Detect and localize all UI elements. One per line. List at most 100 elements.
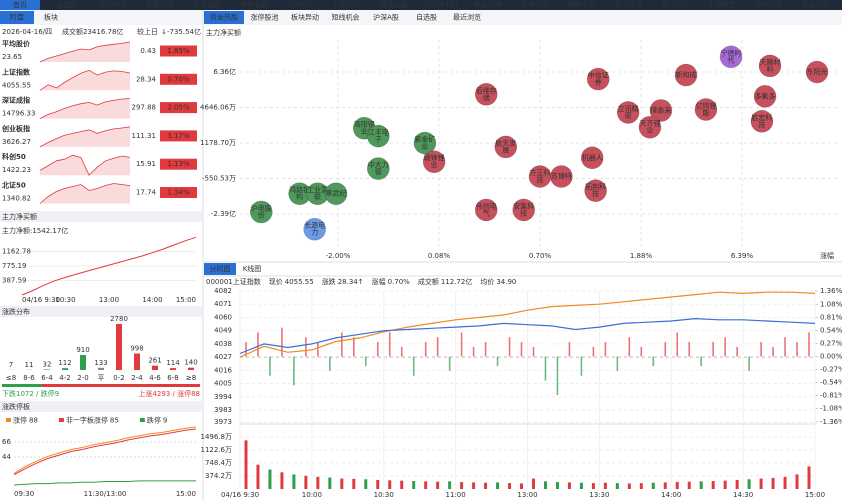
bubble[interactable] [580,146,604,170]
bubble-label-line: 技 [758,120,765,129]
bubble-label-line: 多氟多 [755,91,776,100]
nav-item[interactable]: 盘口异动 [661,0,689,9]
bubble-label: 寒武纪 [326,189,347,198]
nav-item[interactable]: 上证指数 [193,0,221,9]
tab[interactable]: 短线机会 [332,13,360,22]
x-tick-label: 10:30 [374,491,394,499]
diff-bar [281,327,283,357]
bubble[interactable] [367,157,390,180]
bubble[interactable] [750,110,774,133]
tab[interactable]: 涨停股池 [251,13,279,22]
tab[interactable]: 沪深A股 [373,13,399,22]
tab[interactable]: 板块 [44,13,58,22]
index-name[interactable]: 上证指数 [2,67,31,76]
net-buy-label: 主力净额:1542.17亿 [2,226,68,235]
x-tick-label: 平 [98,374,105,382]
sparkline [39,154,131,176]
y-tick-label: -2.39亿 [211,209,236,218]
legend-value: 85 [110,417,119,425]
bubble[interactable] [550,165,573,188]
info-pct-label: 涨幅 [372,277,386,286]
y2-tick-label: 0.27% [820,339,842,347]
volume-bar [352,478,356,489]
bubble[interactable] [324,182,348,206]
bubble-label-line: 技 [537,175,544,184]
bubble[interactable] [494,135,518,159]
nav-item[interactable]: 智能选股 [380,0,408,9]
index-name[interactable]: 科创50 [2,152,26,161]
bubble[interactable] [758,54,782,78]
bar-value: 998 [130,344,143,352]
tab[interactable]: 自选股 [416,13,437,22]
index-name[interactable]: 创业板指 [1,124,30,133]
bubble[interactable] [753,85,777,108]
diff-bar [616,356,619,371]
sparkline-area [40,70,130,91]
nav-item[interactable]: 涨停打板 [755,0,783,9]
bubble-label: 拓荆科技 [585,182,606,198]
bubble[interactable] [674,63,698,87]
bar-value: 112 [58,359,71,367]
index-name[interactable]: 北证50 [2,181,26,190]
nav-item[interactable]: 我的持仓 [100,0,128,9]
tab[interactable]: 资金热股 [210,13,238,22]
bubble[interactable] [249,200,273,224]
bubble[interactable] [586,67,610,91]
nav-item[interactable]: 趋势龙头 [568,0,596,9]
tab[interactable]: 分时图 [210,264,231,273]
bubble[interactable] [474,198,498,222]
bubble[interactable] [584,179,607,202]
tab[interactable]: 最近浏览 [453,13,481,22]
bubble-label: 江丰电子 [368,128,389,144]
bubble-label: 中信证券 [588,71,609,87]
index-change: 15.91 [136,160,156,168]
bubble[interactable] [649,99,673,122]
nav-item[interactable]: 主力资金 [614,0,642,9]
diff-bar [305,337,307,357]
nav-item[interactable]: 大盘状态 [802,0,830,9]
bubble[interactable] [616,101,640,124]
volume-bar [783,476,787,489]
bubble[interactable] [638,115,662,139]
nav-item[interactable]: 打板助手 [334,0,362,9]
bubble[interactable] [512,198,536,222]
legend-label[interactable]: 跌停 [147,416,161,425]
volume-bar [364,479,368,489]
nav-item[interactable]: 自选股 [56,0,77,9]
volume-bar [292,474,296,489]
nav-item[interactable]: 风格轮动 [521,0,549,9]
tab[interactable]: K线图 [243,264,262,273]
bubble-label-line: 天赐材 [759,57,780,66]
diff-bar [472,346,475,357]
nav-item[interactable]: 公司F10 [287,1,314,9]
nav-item[interactable]: 券商金股 [240,0,268,9]
nav-item[interactable]: 主题酿造 [708,0,736,9]
bubble[interactable] [719,45,743,69]
bubble-label: 璞泰来 [650,105,671,114]
bubble-label-line: 胜宏科 [751,113,772,122]
legend-label[interactable]: 涨停 [13,416,27,425]
bubble-label: 鸿路钢构 [289,185,310,201]
nav-item[interactable]: 7×24小时 [425,0,458,9]
legend-label[interactable]: 非一字板涨停 [66,416,108,425]
bubble[interactable] [422,150,446,174]
bubble[interactable] [805,60,829,84]
nav-item[interactable]: 首页 [13,0,27,9]
index-name[interactable]: 平均股价 [2,39,31,48]
x-tick-label: 13:30 [589,491,609,499]
bubble[interactable] [413,131,437,155]
nav-item[interactable]: 智能盯盘 [146,0,174,9]
diff-bar [784,337,786,357]
tab[interactable]: 盯盘 [10,13,24,22]
nav-item[interactable]: 热点诊断 [474,0,502,9]
tab[interactable]: 板块异动 [291,13,319,22]
index-name[interactable]: 深证成指 [2,96,30,105]
y-tick-label: 374.2万 [205,472,232,480]
bubble[interactable] [694,98,718,121]
bubble[interactable] [474,83,498,106]
nav-active [0,0,40,10]
volume-bar [651,482,655,489]
x-tick-label: 11:00 [446,491,466,499]
bubble[interactable] [303,217,326,241]
bubble[interactable] [367,124,390,148]
